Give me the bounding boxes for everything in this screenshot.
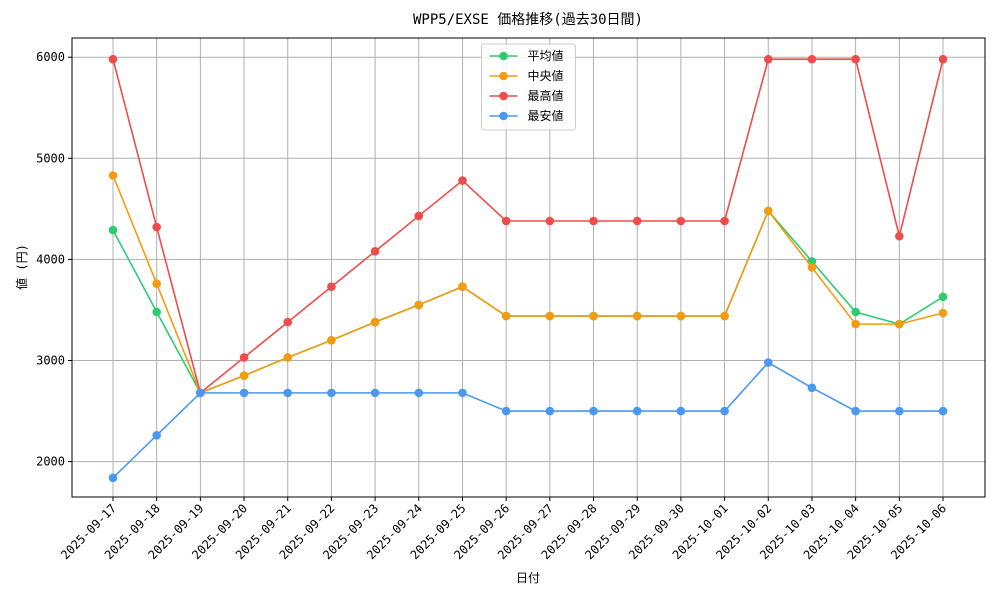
data-point xyxy=(676,311,686,321)
data-point xyxy=(108,171,118,180)
data-point xyxy=(545,311,555,321)
data-point xyxy=(851,54,860,64)
data-point xyxy=(807,54,817,64)
data-point xyxy=(458,388,467,398)
data-point xyxy=(851,319,860,329)
data-point xyxy=(938,292,948,302)
data-point xyxy=(283,353,293,362)
y-tick-label: 3000 xyxy=(36,354,65,368)
data-point xyxy=(152,279,161,288)
data-point xyxy=(676,406,686,416)
data-point xyxy=(895,406,904,416)
legend-label: 最安値 xyxy=(528,108,564,123)
data-point xyxy=(501,216,511,226)
data-point xyxy=(327,282,336,292)
y-tick-label: 2000 xyxy=(36,455,65,469)
y-tick-label: 5000 xyxy=(36,151,65,165)
data-point xyxy=(239,388,249,398)
data-point xyxy=(851,406,860,416)
legend-label: 最高値 xyxy=(528,88,564,103)
data-point xyxy=(108,225,118,235)
data-point xyxy=(938,308,948,318)
data-point xyxy=(895,319,904,329)
data-point xyxy=(763,206,773,216)
y-tick-label: 4000 xyxy=(36,252,65,266)
data-point xyxy=(895,231,904,241)
legend-marker xyxy=(499,51,508,61)
data-point xyxy=(327,335,336,345)
data-point xyxy=(720,216,729,226)
legend-marker xyxy=(499,111,508,121)
legend-box xyxy=(481,43,576,131)
data-point xyxy=(196,388,205,398)
data-point xyxy=(545,406,555,416)
series-line xyxy=(112,361,943,479)
series-line xyxy=(112,58,944,395)
data-point xyxy=(283,388,293,398)
data-point xyxy=(458,282,467,292)
y-tick-label: 6000 xyxy=(36,50,65,64)
data-point xyxy=(152,431,161,440)
data-point xyxy=(676,216,686,226)
data-point xyxy=(720,311,729,321)
data-point xyxy=(370,247,380,256)
series-line xyxy=(112,175,944,394)
data-point xyxy=(763,358,773,367)
data-point xyxy=(152,307,161,317)
legend-label: 平均値 xyxy=(528,48,564,63)
legend-marker xyxy=(499,91,508,101)
data-point xyxy=(239,353,249,362)
data-point xyxy=(851,307,860,317)
data-point xyxy=(632,311,642,321)
data-point xyxy=(370,388,380,398)
data-point xyxy=(414,388,424,398)
data-point xyxy=(589,216,598,226)
data-point xyxy=(239,371,249,380)
data-point xyxy=(938,54,948,64)
data-point xyxy=(458,176,467,185)
data-point xyxy=(807,263,817,272)
data-point xyxy=(720,406,729,416)
data-point xyxy=(632,406,642,416)
data-point xyxy=(327,388,336,398)
data-point xyxy=(938,406,948,416)
data-point xyxy=(108,54,118,64)
y-axis-label: 値 (円) xyxy=(14,244,29,290)
data-point xyxy=(370,317,380,327)
plot-frame xyxy=(71,37,986,498)
data-point xyxy=(589,311,598,321)
x-axis-label: 日付 xyxy=(516,571,540,585)
data-point xyxy=(283,317,293,327)
data-point xyxy=(589,406,598,416)
data-point xyxy=(152,222,161,232)
data-point xyxy=(545,216,555,226)
data-point xyxy=(414,300,424,310)
data-point xyxy=(108,473,118,483)
data-point xyxy=(807,383,817,393)
chart-title: WPP5/EXSE 価格推移(過去30日間) xyxy=(413,12,643,28)
data-point xyxy=(501,406,511,416)
data-point xyxy=(632,216,642,226)
legend-marker xyxy=(499,71,508,81)
data-point xyxy=(414,211,424,221)
legend-label: 中央値 xyxy=(528,68,564,83)
data-point xyxy=(763,54,773,64)
data-point xyxy=(501,311,511,321)
